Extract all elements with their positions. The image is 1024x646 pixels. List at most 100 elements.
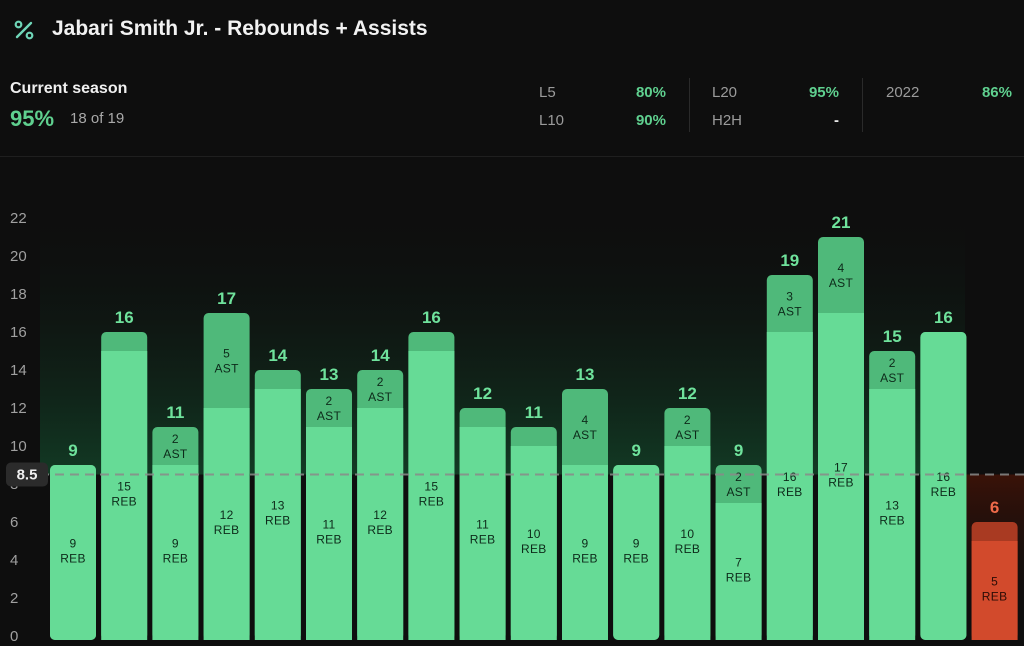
current-season-label: Current season — [10, 80, 128, 97]
bar-total-label: 16 — [422, 308, 441, 327]
stat-h2h-label: H2H — [712, 112, 743, 129]
reb-segment — [254, 389, 301, 640]
stat-l10-label: L10 — [539, 112, 565, 129]
reb-value-label: 15 — [424, 480, 438, 494]
reb-value-label: 12 — [220, 508, 234, 522]
stat-h2h-value: - — [834, 112, 839, 129]
bar-total-label: 15 — [883, 327, 902, 346]
ast-value-label: 2 — [172, 432, 179, 446]
ast-unit-label: AST — [829, 276, 854, 290]
reb-value-label: 5 — [991, 575, 998, 589]
reb-unit-label: REB — [623, 552, 649, 566]
bar-total-label: 14 — [371, 346, 390, 365]
ast-value-label: 2 — [326, 394, 333, 408]
y-tick-label: 6 — [10, 514, 18, 531]
reb-segment — [971, 541, 1018, 640]
stat-l20-value: 95% — [808, 84, 839, 101]
ast-unit-label: AST — [726, 485, 751, 499]
reb-value-label: 17 — [834, 461, 848, 475]
header: Jabari Smith Jr. - Rebounds + Assists — [0, 0, 1024, 62]
reb-segment — [869, 389, 916, 640]
y-tick-label: 20 — [10, 248, 27, 265]
stat-l5-label: L5 — [539, 84, 556, 101]
bar-total-label: 13 — [320, 365, 339, 384]
reb-segment — [203, 408, 250, 640]
reb-unit-label: REB — [879, 514, 905, 528]
bar-total-label: 21 — [832, 213, 851, 232]
ast-unit-label: AST — [573, 428, 598, 442]
bar-total-label: 16 — [115, 308, 134, 327]
reb-unit-label: REB — [214, 523, 240, 537]
reb-unit-label: REB — [60, 552, 86, 566]
reb-segment — [50, 465, 96, 640]
bar-total-label: 16 — [934, 308, 953, 327]
reb-value-label: 9 — [172, 537, 179, 551]
ast-value-label: 4 — [582, 413, 589, 427]
stat-l5-value: 80% — [635, 84, 666, 101]
y-tick-label: 0 — [10, 628, 18, 645]
ast-value-label: 5 — [223, 347, 230, 361]
bar-total-label: 12 — [678, 384, 697, 403]
ast-unit-label: AST — [778, 305, 803, 319]
reb-segment — [459, 427, 506, 640]
ast-unit-label: AST — [317, 409, 342, 423]
reb-unit-label: REB — [777, 485, 803, 499]
divider — [862, 78, 863, 132]
reb-value-label: 16 — [936, 470, 950, 484]
reb-segment — [818, 313, 864, 640]
bar-total-label: 17 — [217, 289, 236, 308]
ast-value-label: 2 — [735, 470, 742, 484]
reb-unit-label: REB — [726, 571, 752, 585]
reb-unit-label: REB — [265, 514, 291, 528]
reb-value-label: 9 — [70, 537, 77, 551]
reb-unit-label: REB — [521, 542, 547, 556]
reb-unit-label: REB — [111, 495, 137, 509]
reb-value-label: 11 — [476, 518, 489, 532]
threshold-badge — [6, 462, 48, 487]
stat-2022-label: 2022 — [886, 84, 920, 101]
ast-value-label: 2 — [889, 356, 896, 370]
reb-value-label: 9 — [633, 537, 640, 551]
bar-total-label: 11 — [525, 403, 543, 422]
ast-unit-label: AST — [880, 371, 905, 385]
ast-value-label: 2 — [377, 375, 384, 389]
stat-2022-value: 86% — [981, 84, 1012, 101]
bar-total-label: 19 — [780, 251, 799, 270]
bar-total-label: 9 — [68, 441, 77, 460]
ast-unit-label: AST — [214, 362, 239, 376]
bar-total-label: 9 — [734, 441, 743, 460]
reb-value-label: 10 — [527, 527, 541, 541]
y-tick-label: 12 — [10, 400, 27, 417]
reb-segment — [613, 465, 660, 640]
ast-value-label: 3 — [786, 290, 793, 304]
y-tick-label: 22 — [10, 210, 27, 227]
reb-segment — [562, 465, 608, 640]
reb-unit-label: REB — [163, 552, 189, 566]
reb-value-label: 9 — [582, 537, 589, 551]
threshold-label: 8.5 — [17, 467, 38, 484]
reb-segment — [510, 446, 557, 640]
bar-total-label: 13 — [576, 365, 595, 384]
divider — [689, 78, 690, 132]
reb-unit-label: REB — [419, 495, 445, 509]
reb-unit-label: REB — [572, 552, 598, 566]
reb-value-label: 15 — [117, 480, 131, 494]
reb-segment — [664, 446, 711, 640]
reb-unit-label: REB — [470, 533, 496, 547]
